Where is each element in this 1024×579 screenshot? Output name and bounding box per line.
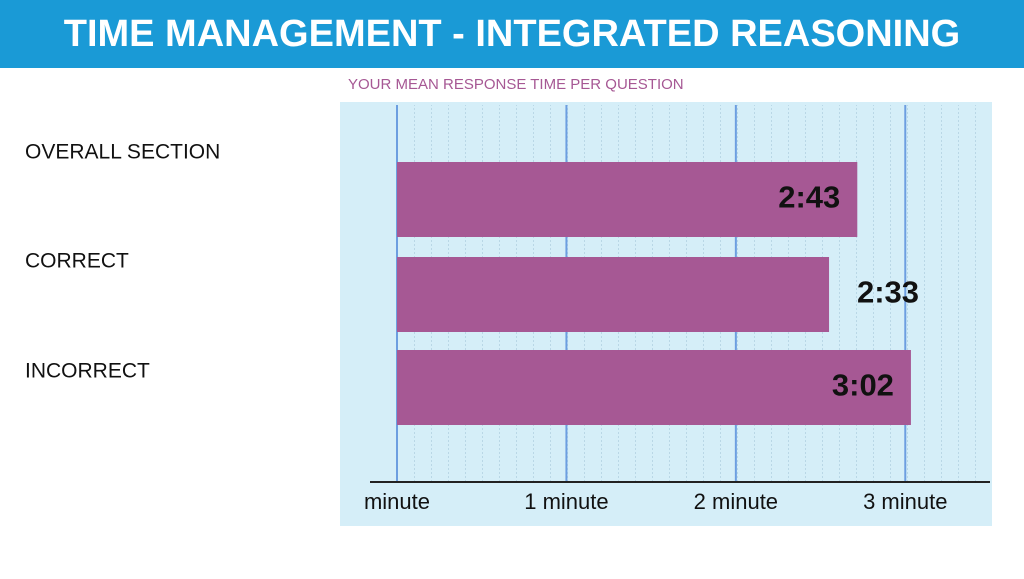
x-tick-label: 2 minute — [694, 489, 778, 514]
value-label: 3:02 — [832, 368, 894, 403]
bar — [397, 257, 830, 332]
x-tick-label: 3 minute — [863, 489, 947, 514]
x-tick-label: minute — [364, 489, 430, 514]
chart-title: TIME MANAGEMENT - INTEGRATED REASONING — [64, 13, 961, 55]
x-tick-label: 1 minute — [524, 489, 608, 514]
category-label: INCORRECT — [25, 360, 150, 383]
bar — [397, 162, 858, 237]
chart-subtitle: YOUR MEAN RESPONSE TIME PER QUESTION — [348, 76, 684, 93]
title-bar — [0, 0, 1024, 68]
value-label: 2:33 — [857, 275, 919, 310]
category-label: CORRECT — [25, 250, 129, 273]
category-label: OVERALL SECTION — [25, 141, 220, 164]
value-label: 2:43 — [778, 180, 840, 215]
bar — [397, 350, 911, 425]
